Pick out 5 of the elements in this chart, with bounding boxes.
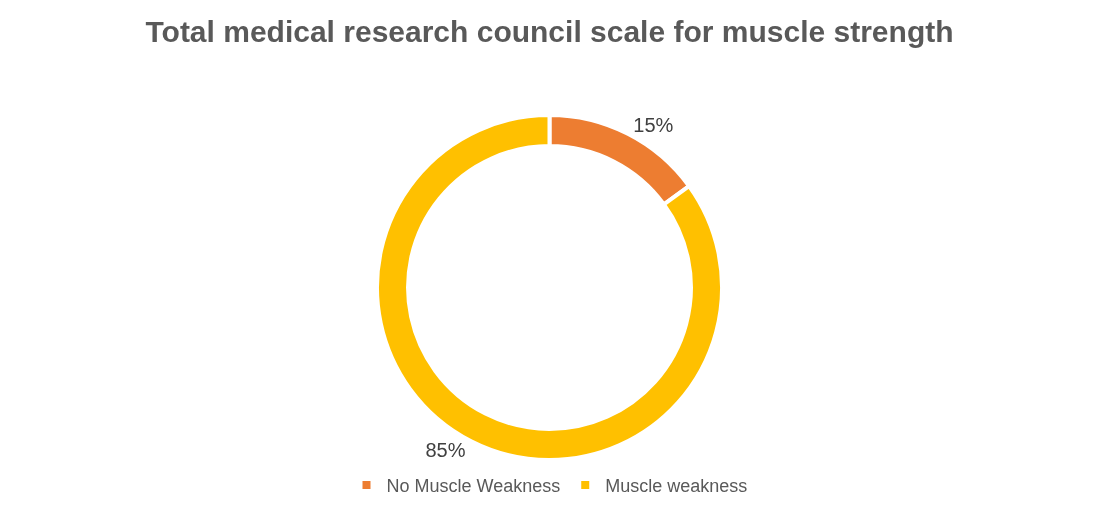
data-label: 85% [425, 438, 466, 461]
legend-label: Muscle weakness [605, 476, 748, 497]
data-label: 15% [633, 114, 674, 137]
legend-label: No Muscle Weakness [386, 476, 561, 497]
chart-title: Total medical research council scale for muscle strength [145, 14, 954, 48]
